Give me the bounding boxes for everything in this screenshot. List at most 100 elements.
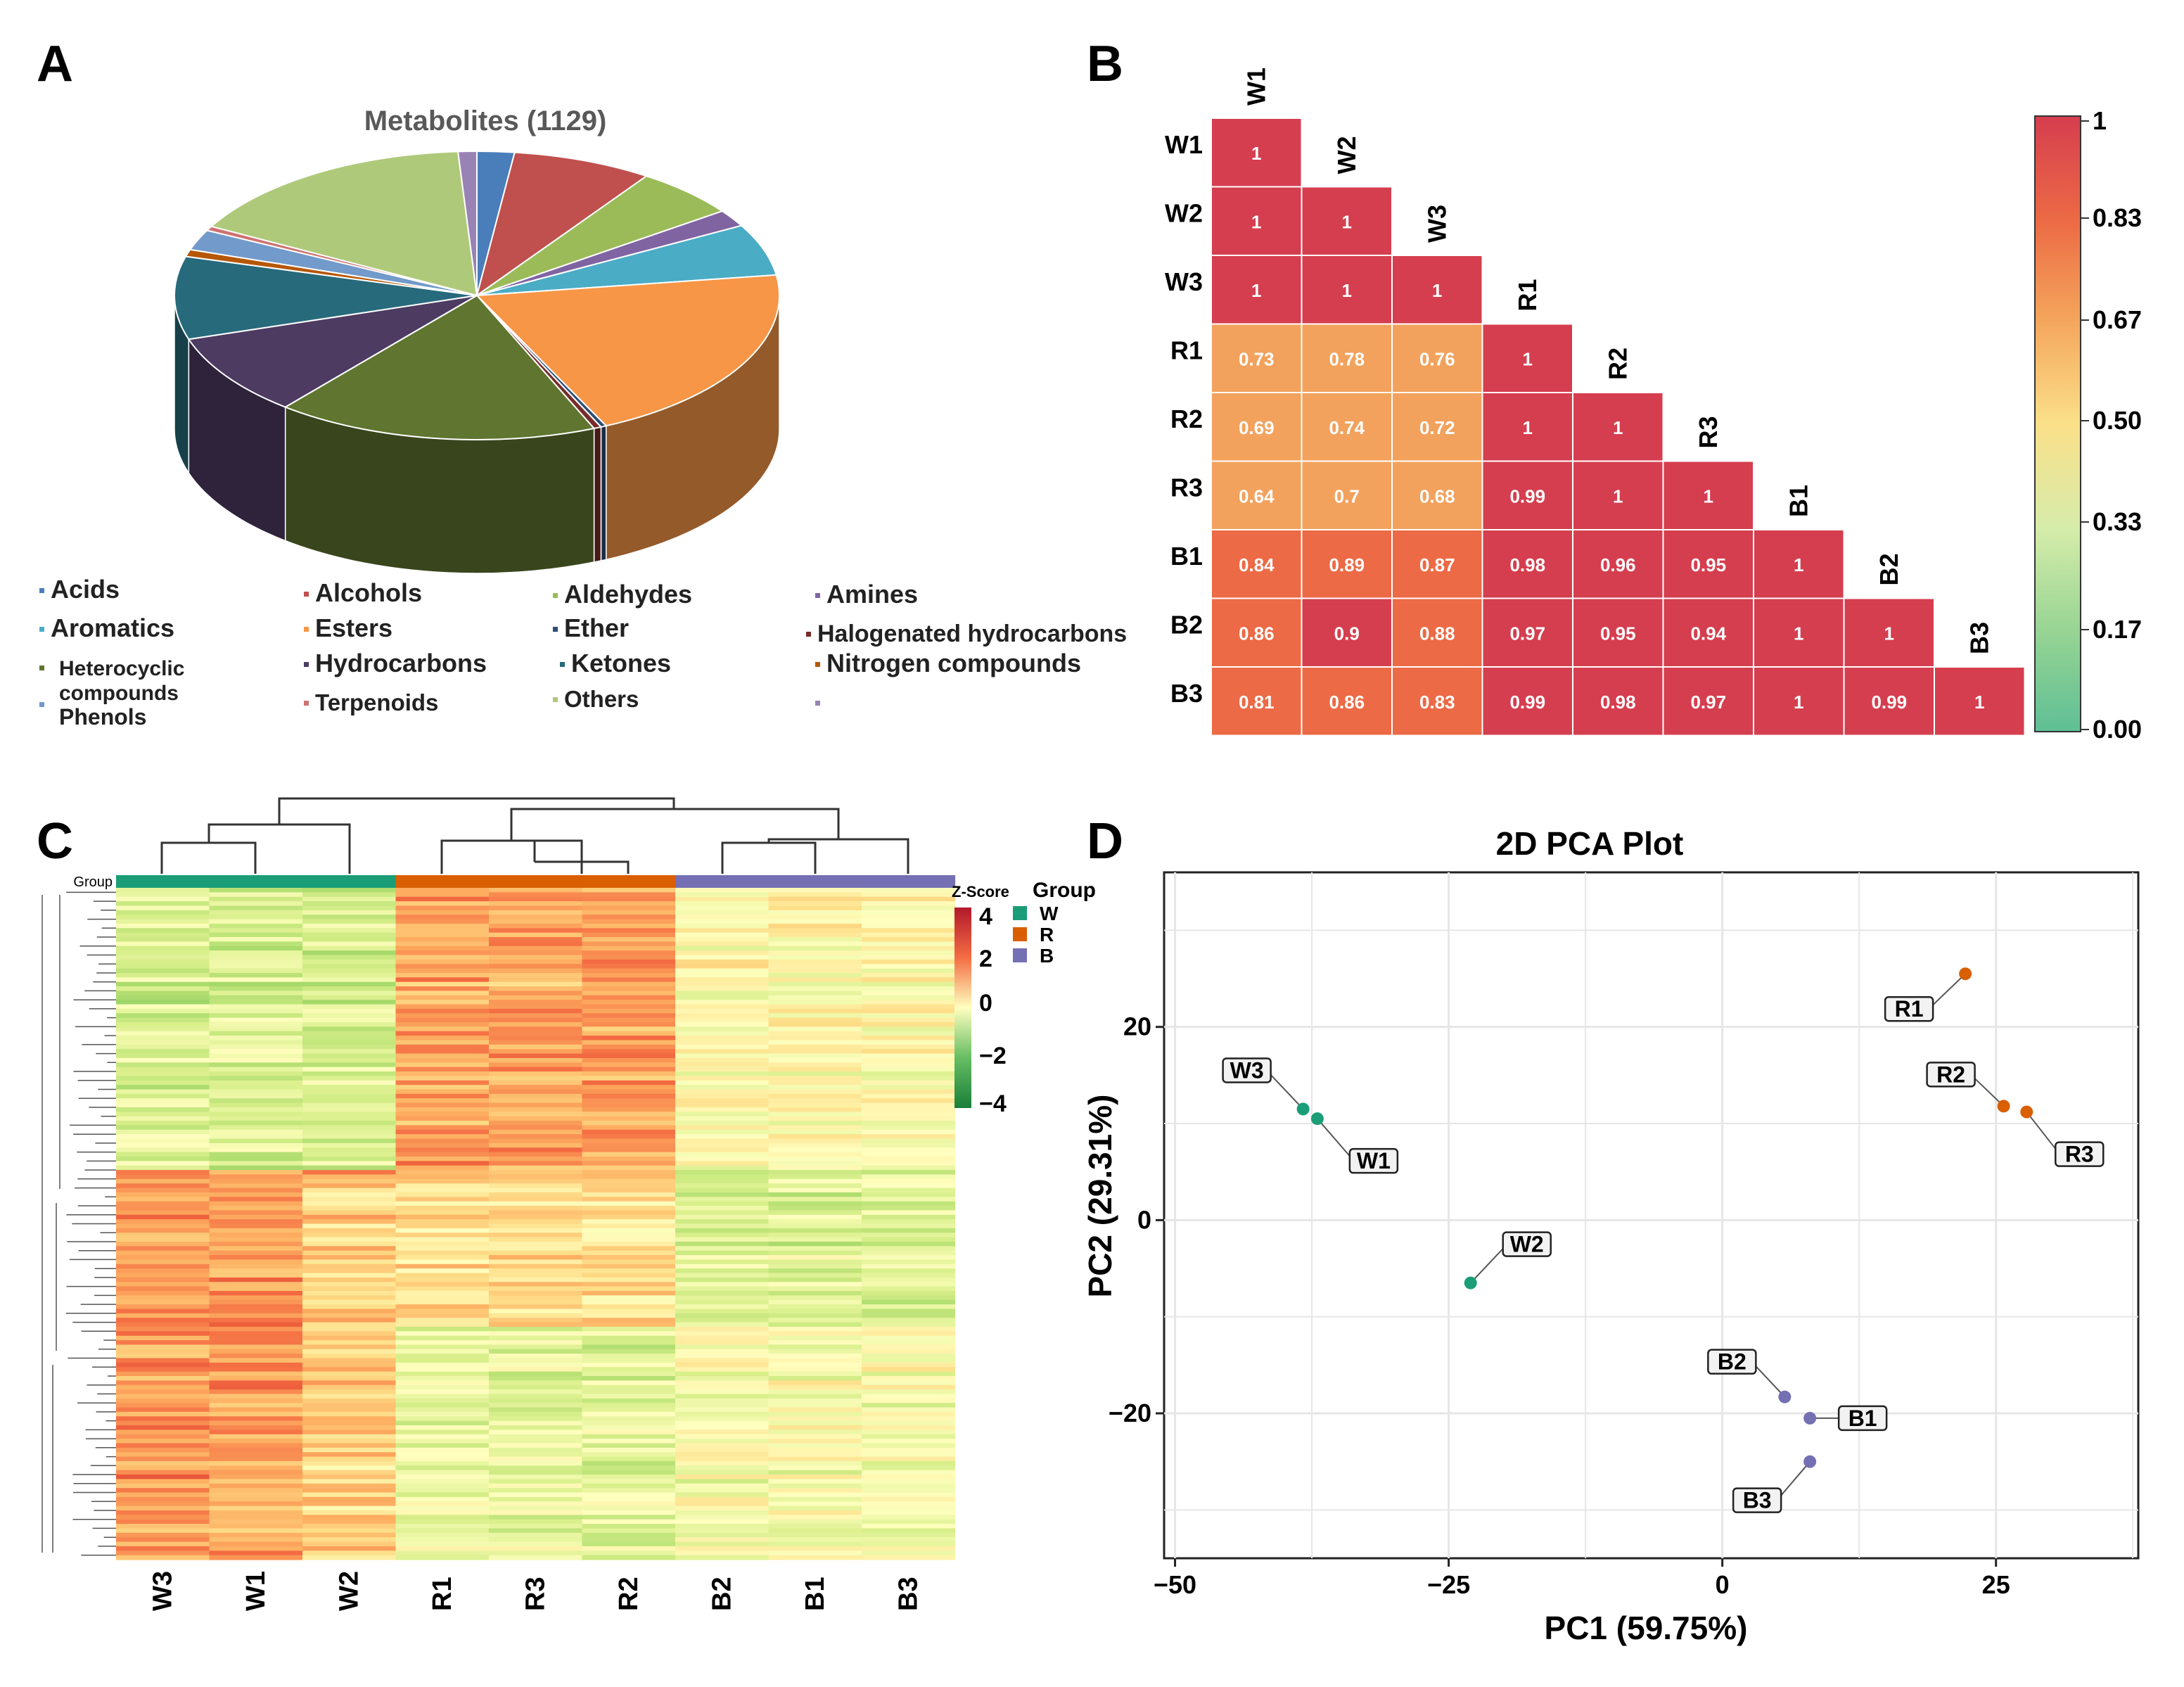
heatmap-cell xyxy=(395,1407,490,1413)
heatmap-cell xyxy=(489,1089,583,1095)
heatmap-cell xyxy=(675,1004,769,1010)
heatmap-cell xyxy=(862,1389,956,1395)
correlation-value: 0.89 xyxy=(1329,554,1365,575)
heatmap-cell xyxy=(675,1089,769,1095)
heatmap-cell xyxy=(116,1246,210,1252)
heatmap-cell xyxy=(768,1434,862,1439)
heatmap-cell xyxy=(116,1008,210,1014)
correlation-value: 1 xyxy=(1432,280,1442,301)
correlation-value: 0.96 xyxy=(1600,554,1636,575)
legend-marker-icon xyxy=(553,627,558,632)
heatmap-cell xyxy=(489,1326,583,1332)
heatmap-cell xyxy=(209,1380,303,1386)
heatmap-cell xyxy=(768,1259,862,1265)
heatmap-cell xyxy=(116,1483,210,1489)
heatmap-cell xyxy=(862,928,956,934)
heatmap-cell xyxy=(302,1147,397,1153)
heatmap-cell xyxy=(209,1085,303,1090)
heatmap-cell xyxy=(209,1277,303,1282)
heatmap-cell xyxy=(582,1129,676,1135)
heatmap-cell xyxy=(209,1098,303,1104)
group-legend-swatch xyxy=(1013,927,1027,941)
heatmap-cell xyxy=(209,1223,303,1229)
heatmap-cell xyxy=(489,1277,583,1282)
correlation-colorbar xyxy=(2034,115,2081,732)
heatmap-cell xyxy=(582,1430,676,1435)
heatmap-cell xyxy=(116,1044,210,1050)
heatmap-cell xyxy=(395,1206,490,1211)
heatmap-cell xyxy=(862,1452,956,1458)
heatmap-cell xyxy=(395,1367,490,1373)
heatmap-cell xyxy=(209,1460,303,1466)
correlation-cell xyxy=(1301,186,1393,256)
heatmap-cell xyxy=(209,1510,303,1515)
heatmap-cell xyxy=(675,1416,769,1422)
heatmap-cell xyxy=(116,932,210,938)
heatmap-cell xyxy=(582,1546,676,1551)
heatmap-cell xyxy=(302,995,397,1000)
heatmap-cell xyxy=(862,1362,956,1368)
heatmap-cell xyxy=(582,1505,676,1511)
heatmap-cell xyxy=(395,1524,490,1529)
heatmap-cell xyxy=(395,1062,490,1068)
heatmap-cell xyxy=(395,1147,490,1153)
heatmap-cell xyxy=(209,1017,303,1023)
heatmap-cell xyxy=(862,1551,956,1556)
heatmap-cell xyxy=(302,1362,397,1368)
heatmap-cell xyxy=(768,1057,862,1063)
heatmap-cell xyxy=(209,1102,303,1108)
pca-point xyxy=(1778,1390,1792,1403)
heatmap-cell xyxy=(489,1313,583,1318)
heatmap-cell xyxy=(395,1241,490,1247)
heatmap-cell xyxy=(489,941,583,947)
heatmap-cell xyxy=(862,981,956,987)
heatmap-cell xyxy=(582,1452,676,1458)
zscore-tick-label: −2 xyxy=(979,1043,1007,1069)
heatmap-cell xyxy=(768,1546,862,1551)
heatmap-cell xyxy=(116,1062,210,1068)
heatmap-cell xyxy=(209,1403,303,1408)
heatmap-cell xyxy=(862,1398,956,1403)
heatmap-cell xyxy=(768,1456,862,1462)
heatmap-cell xyxy=(116,1349,210,1354)
heatmap-cell xyxy=(209,937,303,942)
heatmap-cell xyxy=(116,915,210,920)
heatmap-cell xyxy=(302,1255,397,1261)
heatmap-cell xyxy=(116,1000,210,1005)
heatmap-cell xyxy=(116,1505,210,1511)
heatmap-cell xyxy=(395,1246,490,1252)
heatmap-cell xyxy=(675,1085,769,1090)
heatmap-cell xyxy=(116,1013,210,1019)
heatmap-cell xyxy=(209,1488,303,1494)
heatmap-cell xyxy=(675,964,769,969)
heatmap-cell xyxy=(209,1299,303,1305)
heatmap-cell xyxy=(862,1255,956,1261)
heatmap-cell xyxy=(302,1201,397,1207)
heatmap-cell xyxy=(489,905,583,911)
heatmap-cell xyxy=(862,1057,956,1063)
heatmap-cell xyxy=(582,977,676,983)
zscore-tick-label: −4 xyxy=(979,1090,1007,1117)
pca-label-box xyxy=(1837,1405,1888,1432)
heatmap-cell xyxy=(489,1524,583,1529)
group-legend-label: B xyxy=(1040,945,1054,967)
heatmap-cell xyxy=(862,1017,956,1023)
heatmap-cell xyxy=(209,977,303,983)
heatmap-cell xyxy=(675,1062,769,1068)
heatmap-cell xyxy=(209,1157,303,1161)
heatmap-cell xyxy=(116,1259,210,1265)
group-bar-segment xyxy=(582,875,676,888)
heatmap-cell xyxy=(489,1551,583,1556)
correlation-row-label: W1 xyxy=(1165,130,1203,159)
heatmap-column-label: B2 xyxy=(707,1577,736,1611)
heatmap-cell xyxy=(582,1488,676,1494)
heatmap-cell xyxy=(209,1349,303,1354)
heatmap-cell xyxy=(582,1036,676,1041)
heatmap-cell xyxy=(489,915,583,920)
heatmap-cell xyxy=(395,1000,490,1005)
heatmap-cell xyxy=(489,1403,583,1408)
heatmap-cell xyxy=(768,1206,862,1211)
pie-slice-alcohols xyxy=(475,151,649,298)
heatmap-cell xyxy=(675,1067,769,1072)
heatmap-cell xyxy=(489,1496,583,1502)
